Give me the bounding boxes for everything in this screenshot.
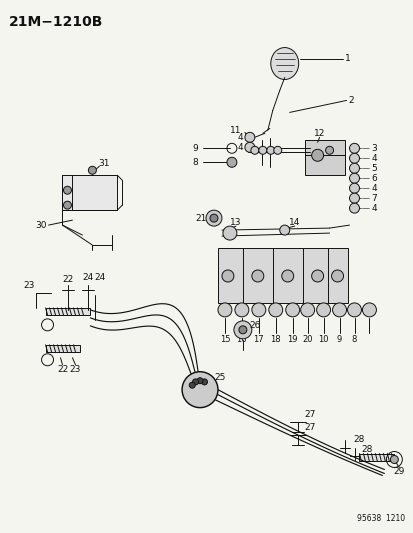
Circle shape [349, 183, 358, 193]
Circle shape [349, 163, 358, 173]
Text: 13: 13 [230, 217, 241, 227]
Text: 4: 4 [237, 143, 242, 152]
Ellipse shape [270, 47, 298, 79]
Circle shape [349, 143, 358, 154]
Text: 27: 27 [303, 410, 315, 419]
Text: 19: 19 [287, 335, 297, 344]
Circle shape [63, 201, 71, 209]
Text: 27: 27 [303, 423, 315, 432]
Circle shape [192, 379, 198, 385]
Circle shape [285, 303, 299, 317]
Circle shape [268, 303, 282, 317]
Circle shape [316, 303, 330, 317]
Text: 21: 21 [195, 214, 206, 223]
Circle shape [332, 303, 346, 317]
Text: 28: 28 [361, 445, 372, 454]
Text: 2: 2 [348, 96, 354, 105]
Text: 4: 4 [371, 184, 376, 193]
Circle shape [201, 379, 207, 385]
Circle shape [88, 166, 96, 174]
Circle shape [349, 173, 358, 183]
Bar [358, 454, 394, 462]
Circle shape [234, 303, 248, 317]
Text: 30: 30 [35, 221, 46, 230]
Text: 6: 6 [370, 174, 376, 183]
Text: 4: 4 [371, 154, 376, 163]
Bar [45, 308, 90, 315]
Text: 24: 24 [83, 273, 94, 282]
Text: 22: 22 [63, 276, 74, 285]
Circle shape [182, 372, 217, 408]
Circle shape [331, 270, 343, 282]
Circle shape [300, 303, 314, 317]
Circle shape [349, 193, 358, 203]
Bar [217, 248, 347, 303]
Circle shape [251, 303, 265, 317]
Circle shape [244, 132, 254, 142]
Text: 26: 26 [249, 321, 260, 330]
Circle shape [362, 303, 375, 317]
Text: 28: 28 [353, 435, 364, 444]
Circle shape [63, 186, 71, 194]
Text: 9: 9 [192, 144, 197, 153]
Text: 4: 4 [371, 204, 376, 213]
Text: 15: 15 [219, 335, 230, 344]
Circle shape [217, 303, 231, 317]
Circle shape [258, 147, 266, 154]
Text: 9: 9 [336, 335, 342, 344]
Text: 8: 8 [351, 335, 356, 344]
Circle shape [266, 147, 274, 154]
Circle shape [221, 270, 233, 282]
Text: 8: 8 [192, 158, 197, 167]
Circle shape [244, 142, 254, 152]
Text: 18: 18 [270, 335, 280, 344]
Circle shape [349, 154, 358, 163]
Bar [45, 345, 80, 352]
Text: 24: 24 [95, 273, 106, 282]
Text: 23: 23 [69, 365, 81, 374]
Text: 31: 31 [98, 159, 110, 168]
Text: 12: 12 [313, 129, 325, 138]
Circle shape [189, 382, 195, 388]
Text: 21M−1210B: 21M−1210B [9, 15, 103, 29]
Text: 1: 1 [344, 54, 349, 63]
Text: 3: 3 [370, 144, 376, 153]
Circle shape [311, 270, 323, 282]
Circle shape [251, 270, 263, 282]
Text: 4: 4 [237, 133, 242, 142]
Circle shape [223, 226, 236, 240]
Circle shape [311, 149, 323, 161]
Circle shape [250, 147, 258, 154]
Text: 22: 22 [57, 365, 68, 374]
Text: 95638  1210: 95638 1210 [356, 514, 404, 523]
Text: 5: 5 [370, 164, 376, 173]
Text: 17: 17 [253, 335, 263, 344]
Text: 14: 14 [288, 217, 300, 227]
Circle shape [206, 210, 221, 226]
Circle shape [389, 456, 397, 464]
Text: 25: 25 [214, 373, 225, 382]
Circle shape [233, 321, 251, 339]
Circle shape [273, 147, 281, 154]
Circle shape [349, 203, 358, 213]
Circle shape [238, 326, 246, 334]
Text: 29: 29 [393, 467, 404, 476]
Circle shape [279, 225, 289, 235]
Text: 23: 23 [23, 281, 34, 290]
Text: 16: 16 [236, 335, 247, 344]
Text: 10: 10 [318, 335, 328, 344]
Circle shape [347, 303, 361, 317]
Circle shape [325, 147, 333, 154]
Text: 7: 7 [370, 193, 376, 203]
Circle shape [281, 270, 293, 282]
Text: 11: 11 [230, 126, 241, 135]
Bar [304, 140, 344, 175]
Bar [62, 175, 117, 210]
Text: 20: 20 [301, 335, 312, 344]
Circle shape [226, 157, 236, 167]
Circle shape [197, 378, 202, 384]
Circle shape [209, 214, 217, 222]
